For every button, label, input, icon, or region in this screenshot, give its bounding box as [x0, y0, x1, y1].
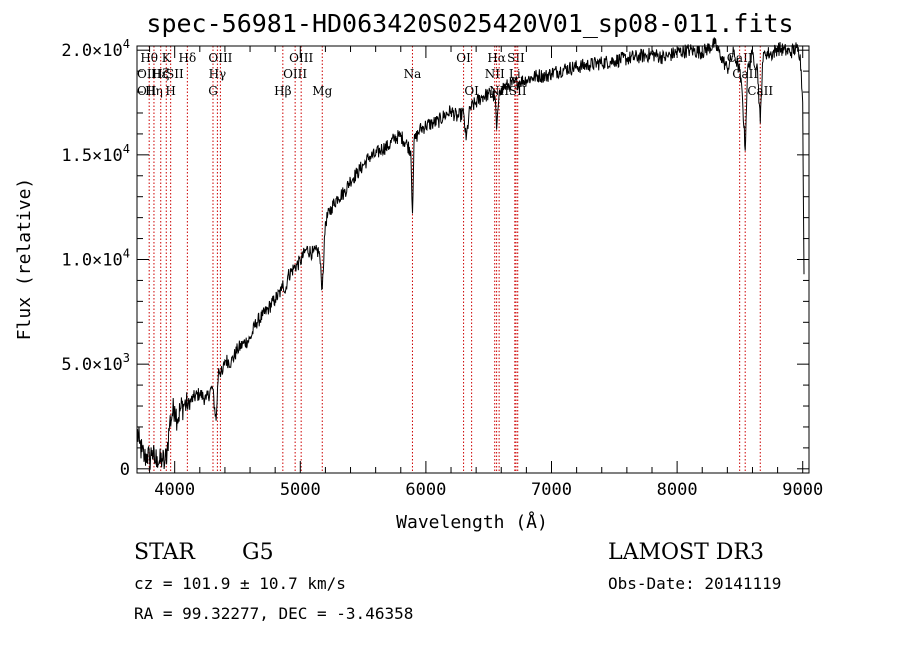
line-marker-label-10: OIII — [283, 67, 307, 81]
line-marker-label-7: Hγ — [209, 67, 227, 81]
line-marker-label-19: SII — [507, 51, 525, 65]
left-label-1: OII — [137, 84, 157, 98]
y-axis-label: Flux (relative) — [14, 178, 35, 341]
line-marker-label-9: Hβ — [274, 84, 291, 98]
object-class: STAR — [134, 540, 195, 565]
line-marker-label-24: CaII — [747, 84, 773, 98]
x-axis-label: Wavelength (Å) — [396, 511, 548, 533]
line-marker-label-4: H — [165, 84, 175, 98]
line-marker-label-12: Mg — [312, 84, 332, 98]
line-marker-label-20: Li — [509, 67, 521, 81]
redshift-text: cz = 101.9 ± 10.7 km/s — [134, 574, 346, 593]
y-tick-label-10000: 1.0×104 — [61, 247, 130, 271]
left-label-0: OII — [137, 67, 157, 81]
line-marker-label-15: OI — [464, 84, 479, 98]
spectrum-line — [136, 37, 805, 470]
plot-frame — [136, 45, 810, 474]
x-tick-label-5000: 5000 — [280, 480, 321, 500]
line-marker-label-16: NII — [485, 67, 505, 81]
line-marker-label-2: Hζ — [152, 67, 169, 81]
left-label-3: SII — [166, 67, 184, 81]
axis-ticks: 4000 5000 6000 7000 8000 9000 0 5.0×103 1.0×104 1… — [61, 37, 823, 500]
line-marker-label-11: OIII — [289, 51, 313, 65]
line-marker-label-0: Hθ — [140, 51, 158, 65]
y-tick-label-15000: 1.5×104 — [61, 142, 130, 166]
line-marker-label-6: G — [208, 84, 218, 98]
y-tick-label-0: 0 — [120, 460, 130, 480]
x-tick-label-8000: 8000 — [657, 480, 698, 500]
object-subclass: G5 — [242, 540, 274, 565]
spectrum-series — [136, 37, 805, 470]
line-marker-label-8: OIII — [208, 51, 232, 65]
y-tick-label-20000: 2.0×104 — [61, 37, 130, 61]
y-tick-label-5000: 5.0×103 — [61, 351, 130, 375]
x-tick-label-7000: 7000 — [531, 480, 572, 500]
line-marker-label-14: OI — [456, 51, 471, 65]
line-marker-label-5: Hδ — [179, 51, 197, 65]
line-marker-label-3: K — [162, 51, 172, 65]
left-label-2: Hε — [151, 67, 168, 81]
line-marker-label-13: Na — [404, 67, 422, 81]
survey-name: LAMOST DR3 — [608, 540, 764, 565]
line-marker-label-17: Hα — [487, 51, 506, 65]
chart-title: spec-56981-HD063420S025420V01_sp08-011.f… — [146, 9, 793, 38]
line-marker-label-1: Hη — [145, 84, 163, 98]
line-marker-label-23: CaII — [732, 67, 758, 81]
obs-date-text: Obs-Date: 20141119 — [608, 574, 782, 593]
x-tick-label-9000: 9000 — [782, 480, 823, 500]
x-tick-label-4000: 4000 — [154, 480, 195, 500]
x-tick-label-6000: 6000 — [405, 480, 446, 500]
line-marker-label-21: SII — [509, 84, 527, 98]
coords-text: RA = 99.32277, DEC = -3.46358 — [134, 604, 414, 623]
